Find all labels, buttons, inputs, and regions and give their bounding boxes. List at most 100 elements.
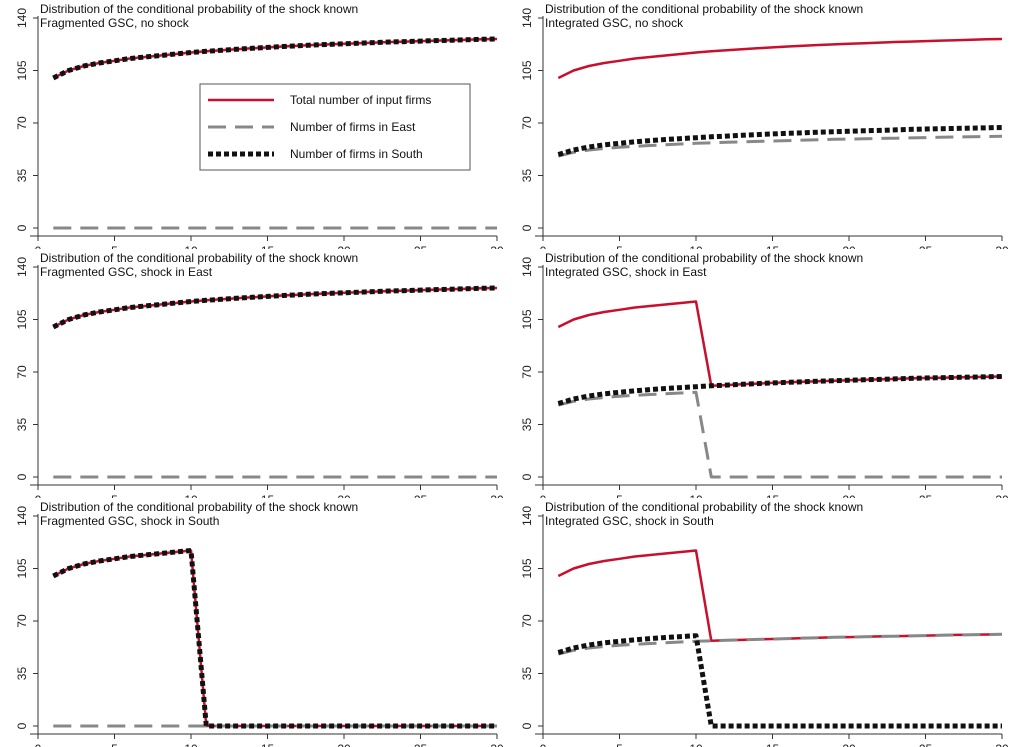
panel-fragmented-shock-east: 0 5 10 15 20 25 30 0 35 70 105 140 Distribution of t… [0,249,505,498]
y-tick-label: 35 [15,667,29,681]
chart-title: Distribution of the conditional probabil… [40,2,358,16]
x-tick-label: 10 [689,244,703,249]
x-tick-label: 25 [414,244,428,249]
y-tick-label: 105 [520,60,534,80]
x-tick-label: 5 [616,742,623,747]
chart-subtitle: Fragmented GSC, no shock [40,16,190,30]
series-line-south [52,285,498,330]
series-line-east [557,390,1002,479]
series-line-total [557,37,1003,80]
x-tick-label: 15 [766,493,780,498]
series-line-south [557,374,1003,406]
x-tick-label: 0 [35,493,42,498]
x-tick-label: 0 [35,742,42,747]
panel-fragmented-no-shock: 0 5 10 15 20 25 30 0 35 70 105 140 Distribution of t… [0,0,505,249]
x-tick-label: 5 [111,742,118,747]
x-tick-label: 30 [995,244,1009,249]
y-tick-label: 140 [520,257,534,277]
series-line-east [557,632,1003,656]
panel-background [505,249,1010,498]
chart-title: Distribution of the conditional probabil… [545,500,863,514]
y-tick-label: 35 [520,667,534,681]
x-tick-label: 10 [184,742,198,747]
chart-title: Distribution of the conditional probabil… [545,2,863,16]
y-tick-label: 105 [520,309,534,329]
y-tick-label: 0 [15,224,29,231]
y-tick-label: 35 [520,418,534,432]
panel-background [0,249,505,498]
x-tick-label: 20 [337,742,351,747]
x-tick-label: 30 [490,493,504,498]
chart-svg: 0 5 10 15 20 25 30 0 35 70 105 140 Distribution of t… [0,498,505,747]
legend-label-east: Number of firms in East [290,120,416,134]
y-tick-label: 140 [15,8,29,28]
panel-background [505,0,1010,249]
series-line-south [52,548,497,729]
x-tick-label: 15 [766,244,780,249]
x-tick-label: 0 [540,742,547,747]
chart-subtitle: Integrated GSC, shock in South [545,514,714,528]
panel-integrated-shock-east: 0 5 10 15 20 25 30 0 35 70 105 140 Distribution of t… [505,249,1010,498]
x-tick-label: 10 [689,493,703,498]
x-tick-label: 0 [35,244,42,249]
x-tick-label: 5 [616,493,623,498]
chart-title: Distribution of the conditional probabil… [545,251,863,265]
x-tick-label: 0 [540,244,547,249]
x-tick-label: 15 [261,244,275,249]
y-tick-label: 35 [15,418,29,432]
chart-svg: 0 5 10 15 20 25 30 0 35 70 105 140 Distribution of t… [505,498,1010,747]
legend-label-total: Total number of input firms [290,93,431,107]
series-line-south [557,125,1003,157]
panel-fragmented-shock-south: 0 5 10 15 20 25 30 0 35 70 105 140 Distribution of t… [0,498,505,747]
chart-svg: 0 5 10 15 20 25 30 0 35 70 105 140 Distribution of t… [0,0,505,249]
panel-integrated-no-shock: 0 5 10 15 20 25 30 0 35 70 105 140 Distribution of t… [505,0,1010,249]
x-tick-label: 25 [919,244,933,249]
y-tick-label: 70 [15,365,29,379]
series-line-south [52,36,498,81]
x-tick-label: 0 [540,493,547,498]
x-tick-label: 15 [766,742,780,747]
y-tick-label: 70 [520,365,534,379]
x-tick-label: 25 [414,742,428,747]
y-tick-label: 105 [15,309,29,329]
y-tick-label: 140 [520,8,534,28]
x-tick-label: 30 [490,742,504,747]
y-tick-label: 70 [15,614,29,628]
chart-title: Distribution of the conditional probabil… [40,500,358,514]
chart-title: Distribution of the conditional probabil… [40,251,358,265]
y-tick-label: 0 [520,224,534,231]
y-tick-label: 105 [15,558,29,578]
y-tick-label: 140 [15,506,29,526]
x-tick-label: 5 [111,493,118,498]
x-tick-label: 10 [689,742,703,747]
x-tick-label: 20 [842,244,856,249]
x-tick-label: 5 [616,244,623,249]
x-tick-label: 30 [995,493,1009,498]
x-tick-label: 20 [337,493,351,498]
y-tick-label: 0 [520,722,534,729]
chart-subtitle: Integrated GSC, no shock [545,16,684,30]
y-tick-label: 105 [15,60,29,80]
chart-svg: 0 5 10 15 20 25 30 0 35 70 105 140 Distribution of t… [505,249,1010,498]
chart-subtitle: Fragmented GSC, shock in East [40,265,213,279]
y-tick-label: 0 [520,473,534,480]
x-tick-label: 30 [490,244,504,249]
y-tick-label: 70 [520,614,534,628]
x-tick-label: 5 [111,244,118,249]
x-tick-label: 25 [919,493,933,498]
x-tick-label: 15 [261,742,275,747]
y-tick-label: 140 [520,506,534,526]
x-tick-label: 25 [919,742,933,747]
y-tick-label: 140 [15,257,29,277]
x-tick-label: 10 [184,493,198,498]
legend: Total number of input firms Number of fir… [199,83,471,171]
y-tick-label: 70 [15,116,29,130]
chart-subtitle: Integrated GSC, shock in East [545,265,707,279]
y-tick-label: 35 [15,169,29,183]
chart-svg: 0 5 10 15 20 25 30 0 35 70 105 140 Distribution of t… [505,0,1010,249]
x-tick-label: 15 [261,493,275,498]
y-tick-label: 0 [15,473,29,480]
x-tick-label: 25 [414,493,428,498]
x-tick-label: 10 [184,244,198,249]
